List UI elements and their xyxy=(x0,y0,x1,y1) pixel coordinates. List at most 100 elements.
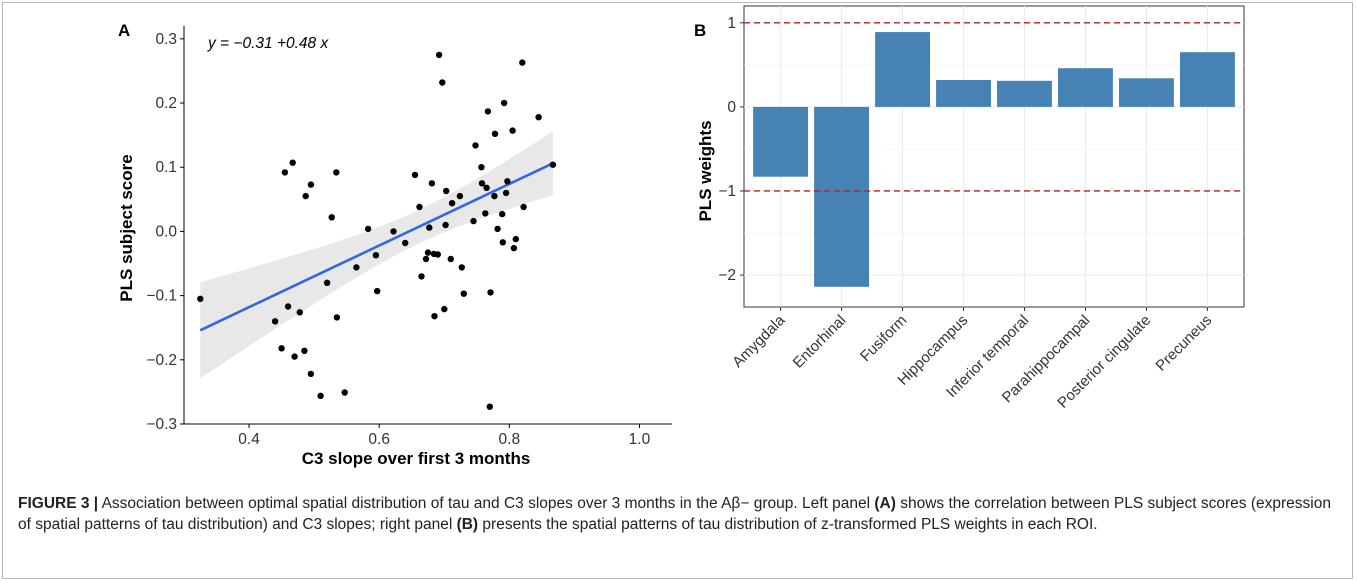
scatter-point xyxy=(328,214,335,221)
bar xyxy=(1058,68,1113,107)
panel-a-scatter-plot: A y = −0.31 +0.48 x −0.3 −0.2 −0.1 0.0 0.1 0.… xyxy=(117,21,672,468)
y-tick-label: 0 xyxy=(727,99,736,116)
panel-b-y-axis-label: PLS weights xyxy=(696,120,715,221)
scatter-point xyxy=(281,169,289,176)
bar xyxy=(875,32,930,107)
caption-ref-a: (A) xyxy=(874,495,896,512)
panel-b-y-ticks: −2 −1 0 1 xyxy=(718,15,744,284)
bar xyxy=(1180,52,1235,107)
scatter-point xyxy=(442,221,449,229)
panel-b-label: B xyxy=(694,21,706,40)
scatter-point xyxy=(374,287,381,295)
scatter-point xyxy=(434,251,441,258)
panel-b-x-ticks: Amygdala Entorhinal FusiformHippocampusInf… xyxy=(729,307,1215,412)
x-tick-label: 0.6 xyxy=(368,431,390,448)
scatter-point xyxy=(372,252,380,259)
bar xyxy=(753,106,808,177)
scatter-point xyxy=(491,192,498,200)
scatter-point xyxy=(494,225,501,233)
scatter-point xyxy=(289,159,296,166)
bar xyxy=(814,106,869,287)
scatter-point xyxy=(307,181,315,188)
y-tick-label: −0.1 xyxy=(146,288,177,305)
scatter-point xyxy=(390,228,397,235)
scatter-point xyxy=(439,79,446,86)
caption-text-1: Association between optimal spatial dist… xyxy=(98,495,875,512)
scatter-point xyxy=(478,164,485,171)
scatter-point xyxy=(448,200,456,207)
scatter-point xyxy=(428,180,436,187)
scatter-point xyxy=(341,389,348,396)
scatter-point xyxy=(535,114,542,121)
scatter-point xyxy=(486,403,493,410)
regression-equation: y = −0.31 +0.48 x xyxy=(207,35,329,52)
scatter-point xyxy=(317,392,324,399)
scatter-point xyxy=(284,303,292,310)
scatter-point xyxy=(458,264,465,271)
bar xyxy=(936,80,991,107)
scatter-point xyxy=(411,171,419,179)
scatter-point xyxy=(307,370,315,378)
scatter-point xyxy=(484,108,492,115)
y-tick-label: 0.1 xyxy=(155,159,177,176)
scatter-point xyxy=(197,295,204,302)
scatter-point xyxy=(482,210,489,217)
y-tick-label: −2 xyxy=(718,267,736,284)
caption-text-3: presents the spatial patterns of tau dis… xyxy=(478,516,1098,533)
scatter-point xyxy=(333,314,341,321)
reference-lines xyxy=(744,22,1244,192)
regression-line-path xyxy=(199,162,554,332)
panel-b-bar-chart: B −2 −1 0 1 Amygdala Entorhinal FusiformHippo… xyxy=(694,5,1245,412)
scatter-point xyxy=(456,192,464,200)
scatter-point xyxy=(512,235,519,243)
regression-line xyxy=(199,162,554,332)
scatter-point xyxy=(487,289,494,296)
y-tick-label: 0.2 xyxy=(155,95,177,112)
scatter-point xyxy=(333,169,340,176)
scatter-point xyxy=(302,192,309,200)
x-tick-label: 0.4 xyxy=(238,431,260,448)
scatter-point xyxy=(549,161,557,168)
y-tick-label: 0.0 xyxy=(155,223,177,240)
scatter-point xyxy=(502,189,510,197)
scatter-point xyxy=(483,184,490,191)
scatter-point xyxy=(500,99,508,107)
figure-caption: FIGURE 3 | Association between optimal s… xyxy=(18,493,1338,535)
x-tick-label: Precuneus xyxy=(1152,312,1215,375)
y-tick-label: 1 xyxy=(727,15,736,32)
x-tick-label: 1.0 xyxy=(629,431,651,448)
panel-b-bars xyxy=(753,32,1235,287)
scatter-point xyxy=(519,59,526,66)
x-tick-label: Amygdala xyxy=(729,311,789,371)
scatter-point xyxy=(509,127,516,134)
scatter-point xyxy=(291,353,298,360)
panel-a-y-ticks: −0.3 −0.2 −0.1 0.0 0.1 0.2 0.3 xyxy=(146,31,184,433)
scatter-point xyxy=(520,203,527,211)
x-tick-label: Fusiform xyxy=(857,312,910,365)
scatter-point xyxy=(435,51,443,59)
y-tick-label: −0.2 xyxy=(146,352,177,369)
scatter-point xyxy=(472,142,479,149)
panel-a-x-ticks: 0.4 0.6 0.8 1.0 xyxy=(238,424,651,448)
scatter-point xyxy=(491,130,499,137)
scatter-point xyxy=(364,225,372,233)
panel-a-axes xyxy=(183,26,672,425)
scatter-point xyxy=(443,187,450,195)
x-tick-label: 0.8 xyxy=(499,431,521,448)
scatter-point xyxy=(418,273,425,280)
scatter-point xyxy=(296,309,303,316)
scatter-point xyxy=(431,313,438,320)
scatter-point xyxy=(402,239,409,247)
y-tick-label: −0.3 xyxy=(146,416,177,433)
scatter-points xyxy=(197,51,557,410)
scatter-point xyxy=(424,249,432,256)
scatter-point xyxy=(278,345,285,352)
scatter-point xyxy=(441,305,448,313)
scatter-point xyxy=(422,255,430,263)
bar xyxy=(997,80,1052,107)
scatter-point xyxy=(470,217,477,225)
scatter-point xyxy=(416,203,423,211)
scatter-point xyxy=(426,224,433,231)
y-tick-label: 0.3 xyxy=(155,31,177,48)
y-tick-label: −1 xyxy=(718,183,736,200)
